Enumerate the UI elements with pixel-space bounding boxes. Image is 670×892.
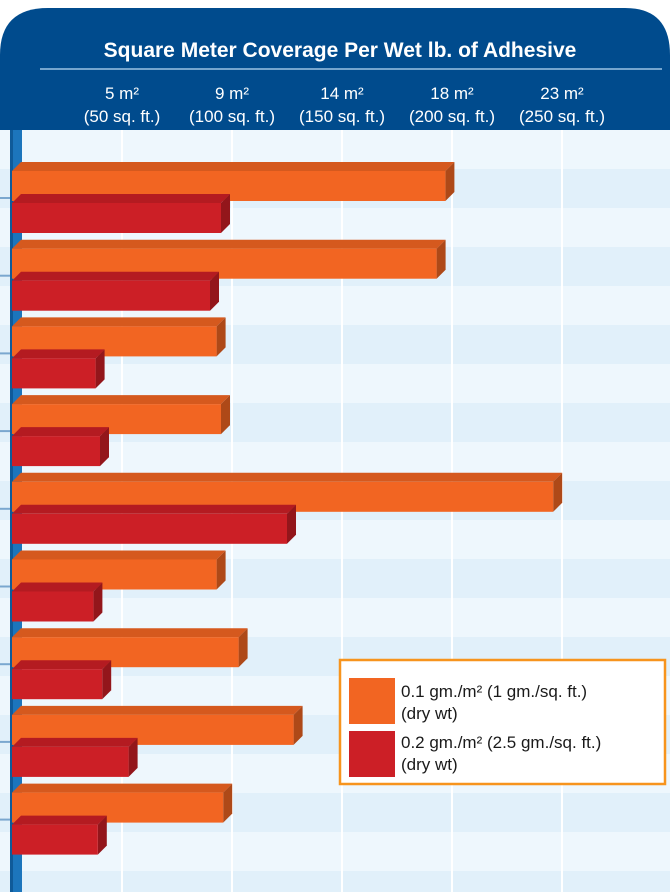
bar-side-face	[102, 660, 112, 700]
bar-series-2-group-4	[12, 436, 100, 467]
bar-series-2-group-6	[12, 591, 94, 622]
y-axis-tick-marks	[0, 197, 10, 821]
legend-swatch-series-2	[349, 731, 395, 777]
bar-side-face	[287, 504, 296, 544]
x-tick-label-metric-2: 9 m²	[215, 84, 249, 103]
legend-label-series-1: 0.1 gm./m² (1 gm./sq. ft.)	[401, 682, 587, 701]
bar-side-face	[93, 582, 103, 622]
bar-series-2-group-1	[12, 203, 221, 233]
chart-title: Square Meter Coverage Per Wet lb. of Adh…	[104, 39, 577, 62]
bar-side-face	[216, 317, 226, 357]
bar-side-face	[553, 472, 563, 512]
bar-top-face	[12, 504, 296, 514]
bar-side-face	[100, 427, 109, 467]
legend-label-series-2: 0.2 gm./m² (2.5 gm./sq. ft.)	[401, 733, 601, 752]
x-tick-label-metric-4: 18 m²	[430, 84, 474, 103]
bar-top-face	[12, 628, 248, 638]
bar-side-face	[97, 815, 107, 855]
y-axis-strip-shade	[10, 130, 13, 892]
bar-top-face	[12, 349, 105, 359]
bar-top-face	[12, 550, 226, 560]
bar-series-2-group-8	[12, 746, 129, 777]
bar-side-face	[223, 783, 233, 823]
bar-top-face	[12, 472, 563, 482]
bar-top-face	[12, 582, 103, 592]
bar-top-face	[12, 317, 226, 327]
bar-top-face	[12, 395, 230, 405]
bars	[12, 162, 563, 855]
x-tick-label-imperial-1: (50 sq. ft.)	[84, 107, 161, 126]
bar-series-2-group-7	[12, 669, 103, 700]
bar-side-face	[221, 194, 230, 233]
legend-label-series-1-note: (dry wt)	[401, 704, 458, 723]
bar-series-2-group-9	[12, 824, 98, 855]
bar-side-face	[293, 705, 303, 745]
bar-side-face	[95, 349, 105, 389]
background-band	[0, 871, 670, 892]
x-tick-label-metric-5: 23 m²	[540, 84, 584, 103]
legend-label-series-2-note: (dry wt)	[401, 755, 458, 774]
x-tick-label-metric-3: 14 m²	[320, 84, 364, 103]
bar-side-face	[210, 271, 219, 311]
x-tick-label-imperial-2: (100 sq. ft.)	[189, 107, 275, 126]
bar-top-face	[12, 737, 138, 747]
bar-top-face	[12, 239, 446, 249]
bar-side-face	[216, 550, 226, 590]
x-tick-label-imperial-4: (200 sq. ft.)	[409, 107, 495, 126]
bar-side-face	[128, 737, 138, 777]
bar-series-2-group-5	[12, 513, 287, 544]
bar-top-face	[12, 162, 455, 171]
bar-series-2-group-2	[12, 280, 210, 311]
bar-top-face	[12, 660, 112, 670]
bar-side-face	[445, 162, 455, 201]
legend: 0.1 gm./m² (1 gm./sq. ft.) (dry wt) 0.2 …	[338, 658, 667, 786]
legend-swatch-series-1	[349, 678, 395, 724]
bar-top-face	[12, 194, 230, 203]
x-tick-label-imperial-5: (250 sq. ft.)	[519, 107, 605, 126]
bar-top-face	[12, 815, 107, 825]
x-axis-ticks: 5 m² (50 sq. ft.) 9 m² (100 sq. ft.) 14 m² (1…	[84, 84, 605, 126]
bar-side-face	[436, 239, 446, 279]
bar-top-face	[12, 271, 219, 281]
bar-side-face	[221, 395, 230, 435]
bar-top-face	[12, 783, 233, 793]
x-tick-label-metric-1: 5 m²	[105, 84, 139, 103]
bar-series-2-group-3	[12, 358, 96, 389]
bar-side-face	[238, 628, 248, 668]
bar-top-face	[12, 427, 109, 437]
bar-top-face	[12, 705, 303, 715]
x-tick-label-imperial-3: (150 sq. ft.)	[299, 107, 385, 126]
